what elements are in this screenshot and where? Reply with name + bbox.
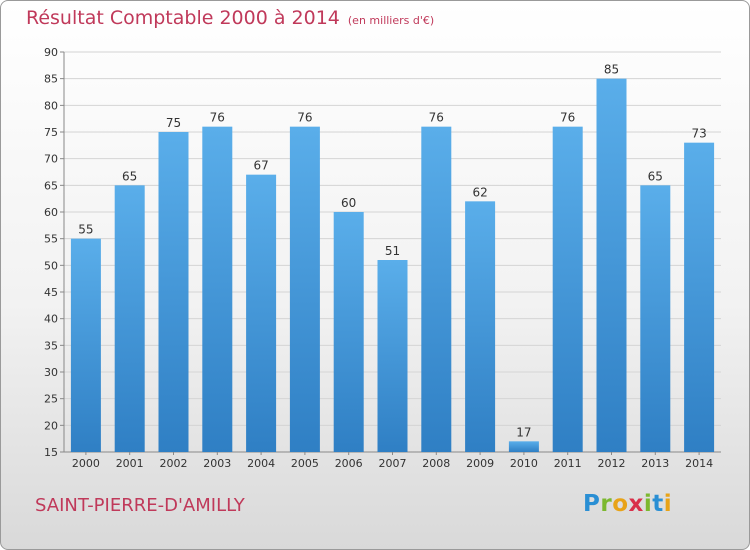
data-label-2007: 51 — [385, 244, 400, 258]
data-label-2001: 65 — [122, 169, 137, 183]
data-label-2013: 65 — [648, 169, 663, 183]
y-tick-label: 55 — [44, 233, 58, 246]
bar-2004 — [246, 174, 277, 452]
x-tick-label-2013: 2013 — [641, 457, 669, 470]
logo-letter: o — [612, 491, 629, 517]
x-tick-label-2009: 2009 — [466, 457, 494, 470]
y-tick-label: 65 — [44, 179, 58, 192]
bar-2001 — [114, 185, 145, 453]
chart-title: Résultat Comptable 2000 à 2014 (en millie… — [26, 7, 434, 29]
data-label-2009: 62 — [472, 185, 487, 199]
y-tick-label: 75 — [44, 126, 58, 139]
y-tick-label: 15 — [44, 446, 58, 459]
y-tick-label: 30 — [44, 366, 58, 379]
x-tick-label-2001: 2001 — [116, 457, 144, 470]
chart-title-text: Résultat Comptable 2000 à 2014 — [26, 7, 340, 29]
data-label-2000: 55 — [78, 223, 93, 237]
y-tick-label: 80 — [44, 99, 58, 112]
x-tick-label-2012: 2012 — [598, 457, 626, 470]
bar-2002 — [158, 132, 189, 452]
y-tick-label: 85 — [44, 73, 58, 86]
logo-letter: x — [628, 491, 644, 517]
data-label-2002: 75 — [166, 116, 181, 130]
bar-2009 — [465, 201, 496, 452]
bar-2008 — [421, 126, 452, 453]
bar-2014 — [684, 142, 715, 452]
y-tick-label: 45 — [44, 286, 58, 299]
logo-letter: t — [652, 491, 664, 517]
bar-2012 — [596, 78, 627, 453]
logo-letter: r — [600, 491, 613, 517]
data-label-2010: 17 — [516, 425, 531, 439]
y-tick-label: 20 — [44, 419, 58, 432]
data-label-2008: 76 — [429, 111, 444, 125]
data-label-2003: 76 — [210, 111, 225, 125]
x-tick-label-2003: 2003 — [203, 457, 231, 470]
y-tick-label: 35 — [44, 339, 58, 352]
chart-subtitle: (en milliers d'€) — [347, 14, 435, 27]
x-tick-label-2010: 2010 — [510, 457, 538, 470]
y-tick-label: 25 — [44, 393, 58, 406]
bar-2011 — [552, 126, 583, 453]
x-tick-label-2004: 2004 — [247, 457, 275, 470]
y-tick-label: 70 — [44, 153, 58, 166]
bar-2006 — [333, 212, 364, 452]
bar-2003 — [202, 126, 233, 453]
x-tick-label-2008: 2008 — [422, 457, 450, 470]
data-label-2006: 60 — [341, 196, 356, 210]
bar-2007 — [377, 260, 408, 452]
x-tick-label-2002: 2002 — [160, 457, 188, 470]
x-tick-label-2000: 2000 — [72, 457, 100, 470]
y-tick-label: 60 — [44, 206, 58, 219]
x-tick-label-2014: 2014 — [685, 457, 713, 470]
proxiti-logo: Proxiti — [583, 491, 672, 517]
y-tick-label: 40 — [44, 313, 58, 326]
commune-name: SAINT-PIERRE-D'AMILLY — [35, 495, 245, 516]
logo-letter: i — [663, 491, 673, 517]
data-label-2012: 85 — [604, 63, 619, 77]
bar-2010 — [508, 441, 539, 452]
logo-letter: i — [643, 491, 653, 517]
x-tick-label-2007: 2007 — [379, 457, 407, 470]
data-label-2011: 76 — [560, 111, 575, 125]
x-tick-label-2005: 2005 — [291, 457, 319, 470]
data-label-2004: 67 — [253, 159, 268, 173]
y-tick-label: 50 — [44, 259, 58, 272]
y-tick-label: 90 — [44, 46, 58, 59]
data-label-2005: 76 — [297, 111, 312, 125]
x-tick-label-2011: 2011 — [554, 457, 582, 470]
bar-2005 — [289, 126, 320, 453]
logo-letter: P — [583, 491, 601, 517]
x-tick-label-2006: 2006 — [335, 457, 363, 470]
bar-2000 — [70, 238, 101, 452]
data-label-2014: 73 — [691, 127, 706, 141]
bar-2013 — [640, 185, 671, 453]
